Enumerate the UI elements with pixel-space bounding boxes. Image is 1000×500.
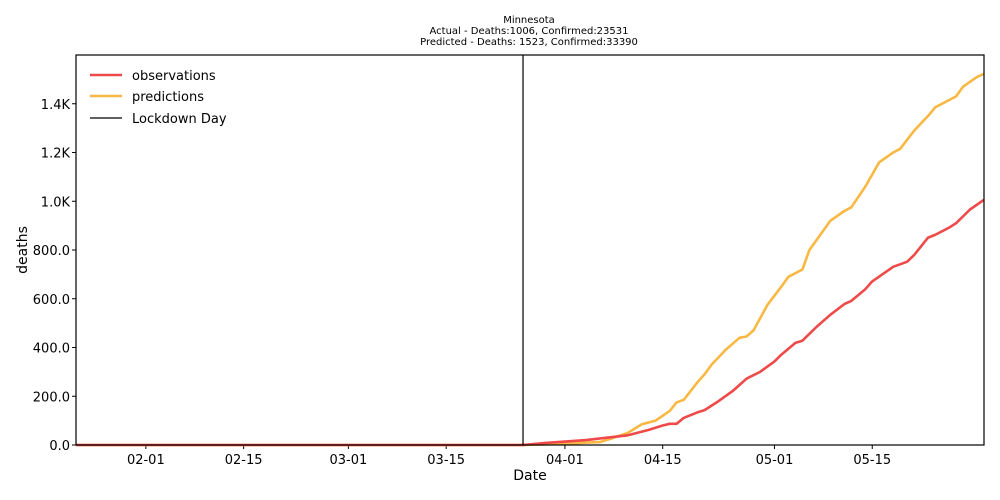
x-tick-label: 05-01 bbox=[756, 453, 794, 468]
legend-label-lockdown: Lockdown Day bbox=[132, 112, 227, 127]
y-tick-label: 1.4K bbox=[41, 98, 71, 113]
x-axis-ticks: 02-01 02-15 03-01 03-15 04-01 04-15 05-01 05-15 bbox=[127, 445, 891, 468]
y-tick-label: 0.0 bbox=[49, 439, 70, 454]
plot-frame bbox=[75, 54, 985, 446]
legend-label-observations: observations bbox=[132, 69, 216, 84]
y-axis-ticks: 0.0 200.0 400.0 600.0 800.0 1.0K 1.2K 1.4K bbox=[33, 98, 76, 454]
series-layer bbox=[76, 72, 985, 447]
x-tick-label: 04-01 bbox=[546, 453, 584, 468]
legend: observations predictions Lockdown Day bbox=[90, 69, 227, 127]
y-tick-label: 800.0 bbox=[33, 244, 70, 259]
series-line-observations bbox=[76, 198, 985, 447]
chart-subtitle-actual: Actual - Deaths:1006, Confirmed:23531 bbox=[429, 26, 628, 37]
x-tick-label: 02-15 bbox=[225, 453, 263, 468]
x-tick-label: 03-01 bbox=[330, 453, 368, 468]
y-tick-label: 1.0K bbox=[41, 195, 71, 210]
y-tick-label: 200.0 bbox=[33, 390, 70, 405]
legend-label-predictions: predictions bbox=[132, 90, 204, 105]
y-tick-label: 1.2K bbox=[41, 147, 71, 162]
y-axis-label: deaths bbox=[15, 226, 31, 274]
series-line-predictions bbox=[76, 72, 985, 447]
chart-title: Minnesota bbox=[503, 15, 555, 26]
y-tick-label: 400.0 bbox=[33, 342, 70, 357]
x-tick-label: 03-15 bbox=[427, 453, 465, 468]
x-tick-label: 02-01 bbox=[127, 453, 165, 468]
x-axis-label: Date bbox=[513, 468, 546, 484]
y-tick-label: 600.0 bbox=[33, 293, 70, 308]
chart-subtitle-predicted: Predicted - Deaths: 1523, Confirmed:3339… bbox=[420, 37, 638, 48]
x-tick-label: 05-15 bbox=[853, 453, 891, 468]
x-tick-label: 04-15 bbox=[644, 453, 682, 468]
